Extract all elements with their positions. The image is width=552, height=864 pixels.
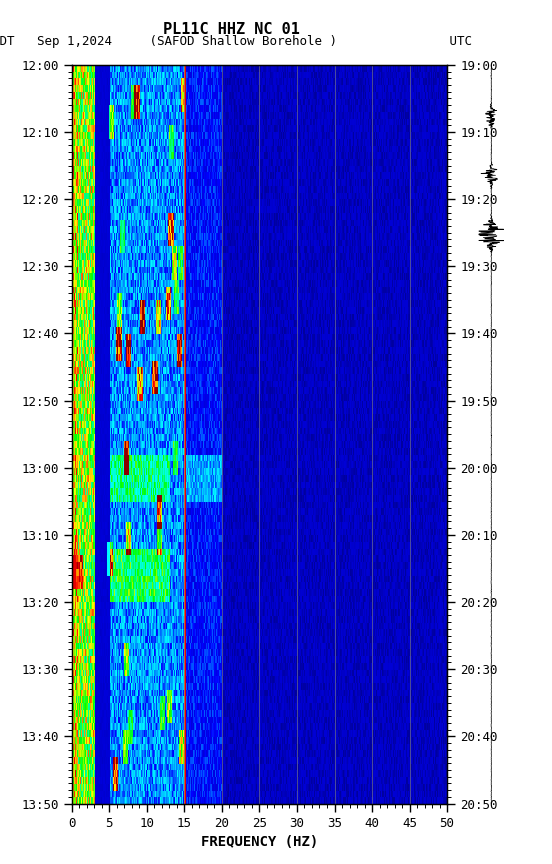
Text: PL11C HHZ NC 01: PL11C HHZ NC 01 [163, 22, 300, 36]
Text: PDT   Sep 1,2024     (SAFOD Shallow Borehole )               UTC: PDT Sep 1,2024 (SAFOD Shallow Borehole )… [0, 35, 472, 48]
X-axis label: FREQUENCY (HZ): FREQUENCY (HZ) [201, 835, 318, 849]
